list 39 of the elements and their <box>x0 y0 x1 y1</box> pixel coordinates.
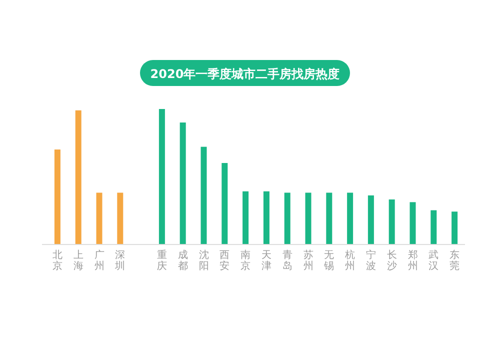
x-tick-label: 西安 <box>220 250 230 272</box>
x-tick-label: 东莞 <box>450 249 460 272</box>
bar <box>347 192 354 244</box>
x-tick-label: 上海 <box>73 249 84 272</box>
x-tick-label: 长沙 <box>386 249 397 272</box>
bar <box>180 122 186 244</box>
x-tick-label: 宁波 <box>366 249 376 272</box>
x-tick-label: 天津 <box>261 250 272 272</box>
x-tick-label: 北京 <box>52 249 62 272</box>
x-tick-label: 南京 <box>240 249 251 272</box>
x-tick-label: 苏州 <box>303 249 314 272</box>
bar <box>200 146 207 244</box>
bar <box>284 192 290 244</box>
x-tick-label: 武汉 <box>428 249 439 272</box>
bar <box>326 192 332 244</box>
x-tick-label: 无锡 <box>323 250 334 272</box>
chart-title: 2020年一季度城市二手房找房热度 <box>150 67 340 81</box>
x-tick-label: 沈阳 <box>198 249 209 272</box>
bar <box>263 191 270 244</box>
bar <box>410 202 416 244</box>
bar <box>75 110 82 244</box>
bar <box>96 192 102 244</box>
x-tick-label: 成都 <box>178 249 188 272</box>
bar <box>242 191 249 244</box>
bar <box>388 199 395 244</box>
bar <box>54 150 60 244</box>
bar <box>222 163 228 244</box>
x-tick-label: 郑州 <box>408 249 418 272</box>
x-tick-label: 青岛 <box>282 249 292 272</box>
bar <box>368 195 374 244</box>
bar <box>430 210 437 244</box>
bar <box>158 109 165 244</box>
bar <box>305 192 312 244</box>
x-tick-label: 杭州 <box>344 249 356 272</box>
x-tick-label: 深圳 <box>114 249 126 272</box>
x-tick-label: 广州 <box>94 249 104 272</box>
bar <box>117 192 124 244</box>
x-tick-label: 重庆 <box>156 249 167 272</box>
bar <box>452 212 458 244</box>
